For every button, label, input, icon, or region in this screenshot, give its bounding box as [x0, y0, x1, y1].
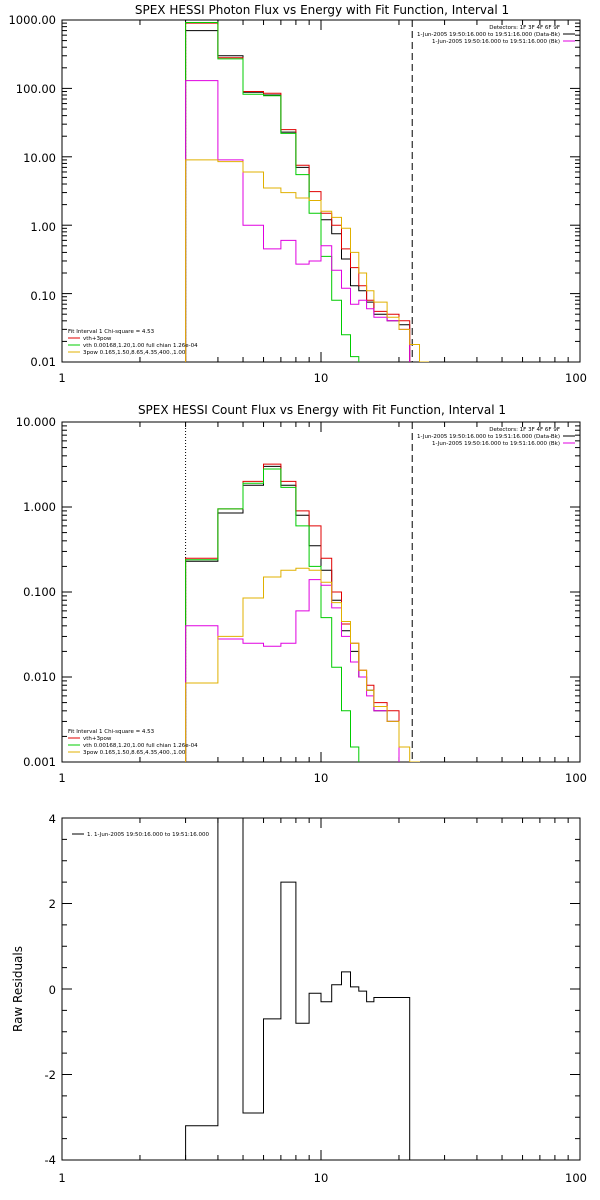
count-y-tick-0.010: 0.010 [23, 670, 56, 684]
count-x-tick-100: 100 [565, 771, 587, 785]
count-legend-detectors: Detectors: 1F 3F 4F 6F 9F [489, 427, 560, 433]
photon-plot-frame [61, 19, 581, 363]
count-legend-data-bk: 1-Jun-2005 19:50:16.000 to 19:51:16.000 … [417, 434, 560, 440]
residuals-x-tick-1: 1 [58, 1171, 65, 1185]
count-fit-total-label: vth+3pow [83, 736, 112, 742]
photon-y-tick-10.00: 10.00 [23, 151, 56, 165]
count-series-4-histogram [185, 567, 438, 762]
count-series-3-histogram [185, 579, 438, 762]
photon-series-3-histogram [185, 80, 438, 362]
residuals-x-tick-100: 100 [565, 1171, 587, 1185]
photon-vlines [185, 20, 413, 362]
count-vlines [185, 422, 413, 762]
residuals-x-tick-10: 10 [314, 1171, 329, 1185]
photon-y-tick-0.01: 0.01 [30, 355, 56, 369]
photon-series [185, 22, 438, 362]
photon-y-tick-100.00: 100.00 [16, 82, 56, 96]
count-y-tick-0.100: 0.100 [23, 585, 56, 599]
count-flux-panel: SPEX HESSI Count Flux vs Energy with Fit… [16, 403, 587, 785]
photon-chart-title: SPEX HESSI Photon Flux vs Energy with Fi… [135, 3, 509, 17]
count-legend-bk: 1-Jun-2005 19:50:16.000 to 19:51:16.000 … [432, 441, 560, 447]
residuals-series [185, 818, 411, 1160]
count-y-tick-10.000: 10.000 [16, 415, 56, 429]
photon-series-4-histogram [185, 159, 438, 362]
residuals-legend-label: 1. 1-Jun-2005 19:50:16.000 to 19:51:16.0… [87, 832, 210, 838]
photon-legend-detectors: Detectors: 1F 3F 4F 6F 9F [489, 25, 560, 31]
residuals-ticks [61, 817, 580, 1161]
photon-legend-data-bk: 1-Jun-2005 19:50:16.000 to 19:51:16.000 … [417, 32, 560, 38]
residuals-y-tick-m2: -2 [45, 1068, 56, 1082]
count-y-tick-0.001: 0.001 [23, 755, 56, 769]
residuals-panel: 1 10 100 -4 -2 0 2 4 Raw Residuals 1. 1-… [11, 812, 587, 1185]
photon-ticks [61, 20, 580, 363]
residuals-y-axis-label: Raw Residuals [11, 946, 25, 1032]
count-x-tick-10: 10 [314, 771, 329, 785]
photon-x-tick-100: 100 [565, 371, 587, 385]
photon-fit-vth-label: vth 0.00168,1.20,1.00 full chian 1.26e-0… [83, 343, 198, 349]
residuals-plot-frame [61, 817, 581, 1161]
count-chart-title: SPEX HESSI Count Flux vs Energy with Fit… [138, 403, 506, 417]
photon-fit-total-label: vth+3pow [83, 336, 112, 342]
count-fit-interval-label: Fit Interval 1 Chi-square = 4.53 [68, 729, 155, 735]
photon-x-tick-1: 1 [58, 371, 65, 385]
residuals-y-tick-2: 2 [49, 897, 56, 911]
photon-legend-bk: 1-Jun-2005 19:50:16.000 to 19:51:16.000 … [432, 39, 560, 45]
photon-fit-interval-label: Fit Interval 1 Chi-square = 4.53 [68, 329, 155, 335]
photon-y-tick-0.10: 0.10 [30, 289, 56, 303]
photon-y-tick-1.00: 1.00 [30, 220, 56, 234]
count-fit-vth-label: vth 0.00168,1.20,1.00 full chian 1.26e-0… [83, 743, 198, 749]
residuals-series-0-histogram [185, 818, 411, 1160]
residuals-y-tick-0: 0 [49, 983, 56, 997]
count-fit-3pow-label: 3pow 0.165,1.50,8.65,4.35,400.,1.00 [83, 750, 186, 756]
photon-x-tick-10: 10 [314, 371, 329, 385]
photon-fit-3pow-label: 3pow 0.165,1.50,8.65,4.35,400.,1.00 [83, 350, 186, 356]
count-series [185, 463, 438, 762]
photon-y-tick-1000.00: 1000.00 [8, 13, 56, 27]
residuals-y-tick-m4: -4 [45, 1153, 56, 1167]
count-x-tick-1: 1 [58, 771, 65, 785]
count-y-tick-1.000: 1.000 [23, 500, 56, 514]
count-series-2-histogram [185, 468, 438, 762]
photon-flux-panel: SPEX HESSI Photon Flux vs Energy with Fi… [8, 3, 587, 385]
residuals-y-tick-4: 4 [49, 812, 56, 826]
